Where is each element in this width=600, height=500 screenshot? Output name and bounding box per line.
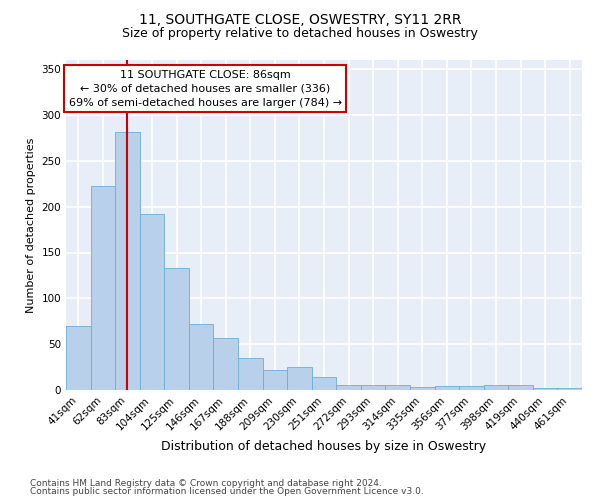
Bar [557, 388, 582, 390]
Text: Size of property relative to detached houses in Oswestry: Size of property relative to detached ho… [122, 28, 478, 40]
Bar [312, 377, 336, 390]
Bar [508, 386, 533, 390]
Bar [434, 386, 459, 390]
Bar [410, 387, 434, 390]
Text: 11, SOUTHGATE CLOSE, OSWESTRY, SY11 2RR: 11, SOUTHGATE CLOSE, OSWESTRY, SY11 2RR [139, 12, 461, 26]
Bar [91, 186, 115, 390]
Bar [361, 384, 385, 390]
Bar [164, 268, 189, 390]
Text: Contains HM Land Registry data © Crown copyright and database right 2024.: Contains HM Land Registry data © Crown c… [30, 478, 382, 488]
Bar [214, 338, 238, 390]
Bar [287, 367, 312, 390]
Bar [115, 132, 140, 390]
Bar [238, 358, 263, 390]
Text: 11 SOUTHGATE CLOSE: 86sqm
← 30% of detached houses are smaller (336)
69% of semi: 11 SOUTHGATE CLOSE: 86sqm ← 30% of detac… [69, 70, 342, 108]
Bar [140, 214, 164, 390]
Bar [189, 324, 214, 390]
Bar [484, 386, 508, 390]
Text: Contains public sector information licensed under the Open Government Licence v3: Contains public sector information licen… [30, 487, 424, 496]
Bar [533, 388, 557, 390]
Bar [385, 384, 410, 390]
Y-axis label: Number of detached properties: Number of detached properties [26, 138, 36, 312]
Bar [66, 326, 91, 390]
Bar [459, 386, 484, 390]
X-axis label: Distribution of detached houses by size in Oswestry: Distribution of detached houses by size … [161, 440, 487, 453]
Bar [336, 386, 361, 390]
Bar [263, 370, 287, 390]
